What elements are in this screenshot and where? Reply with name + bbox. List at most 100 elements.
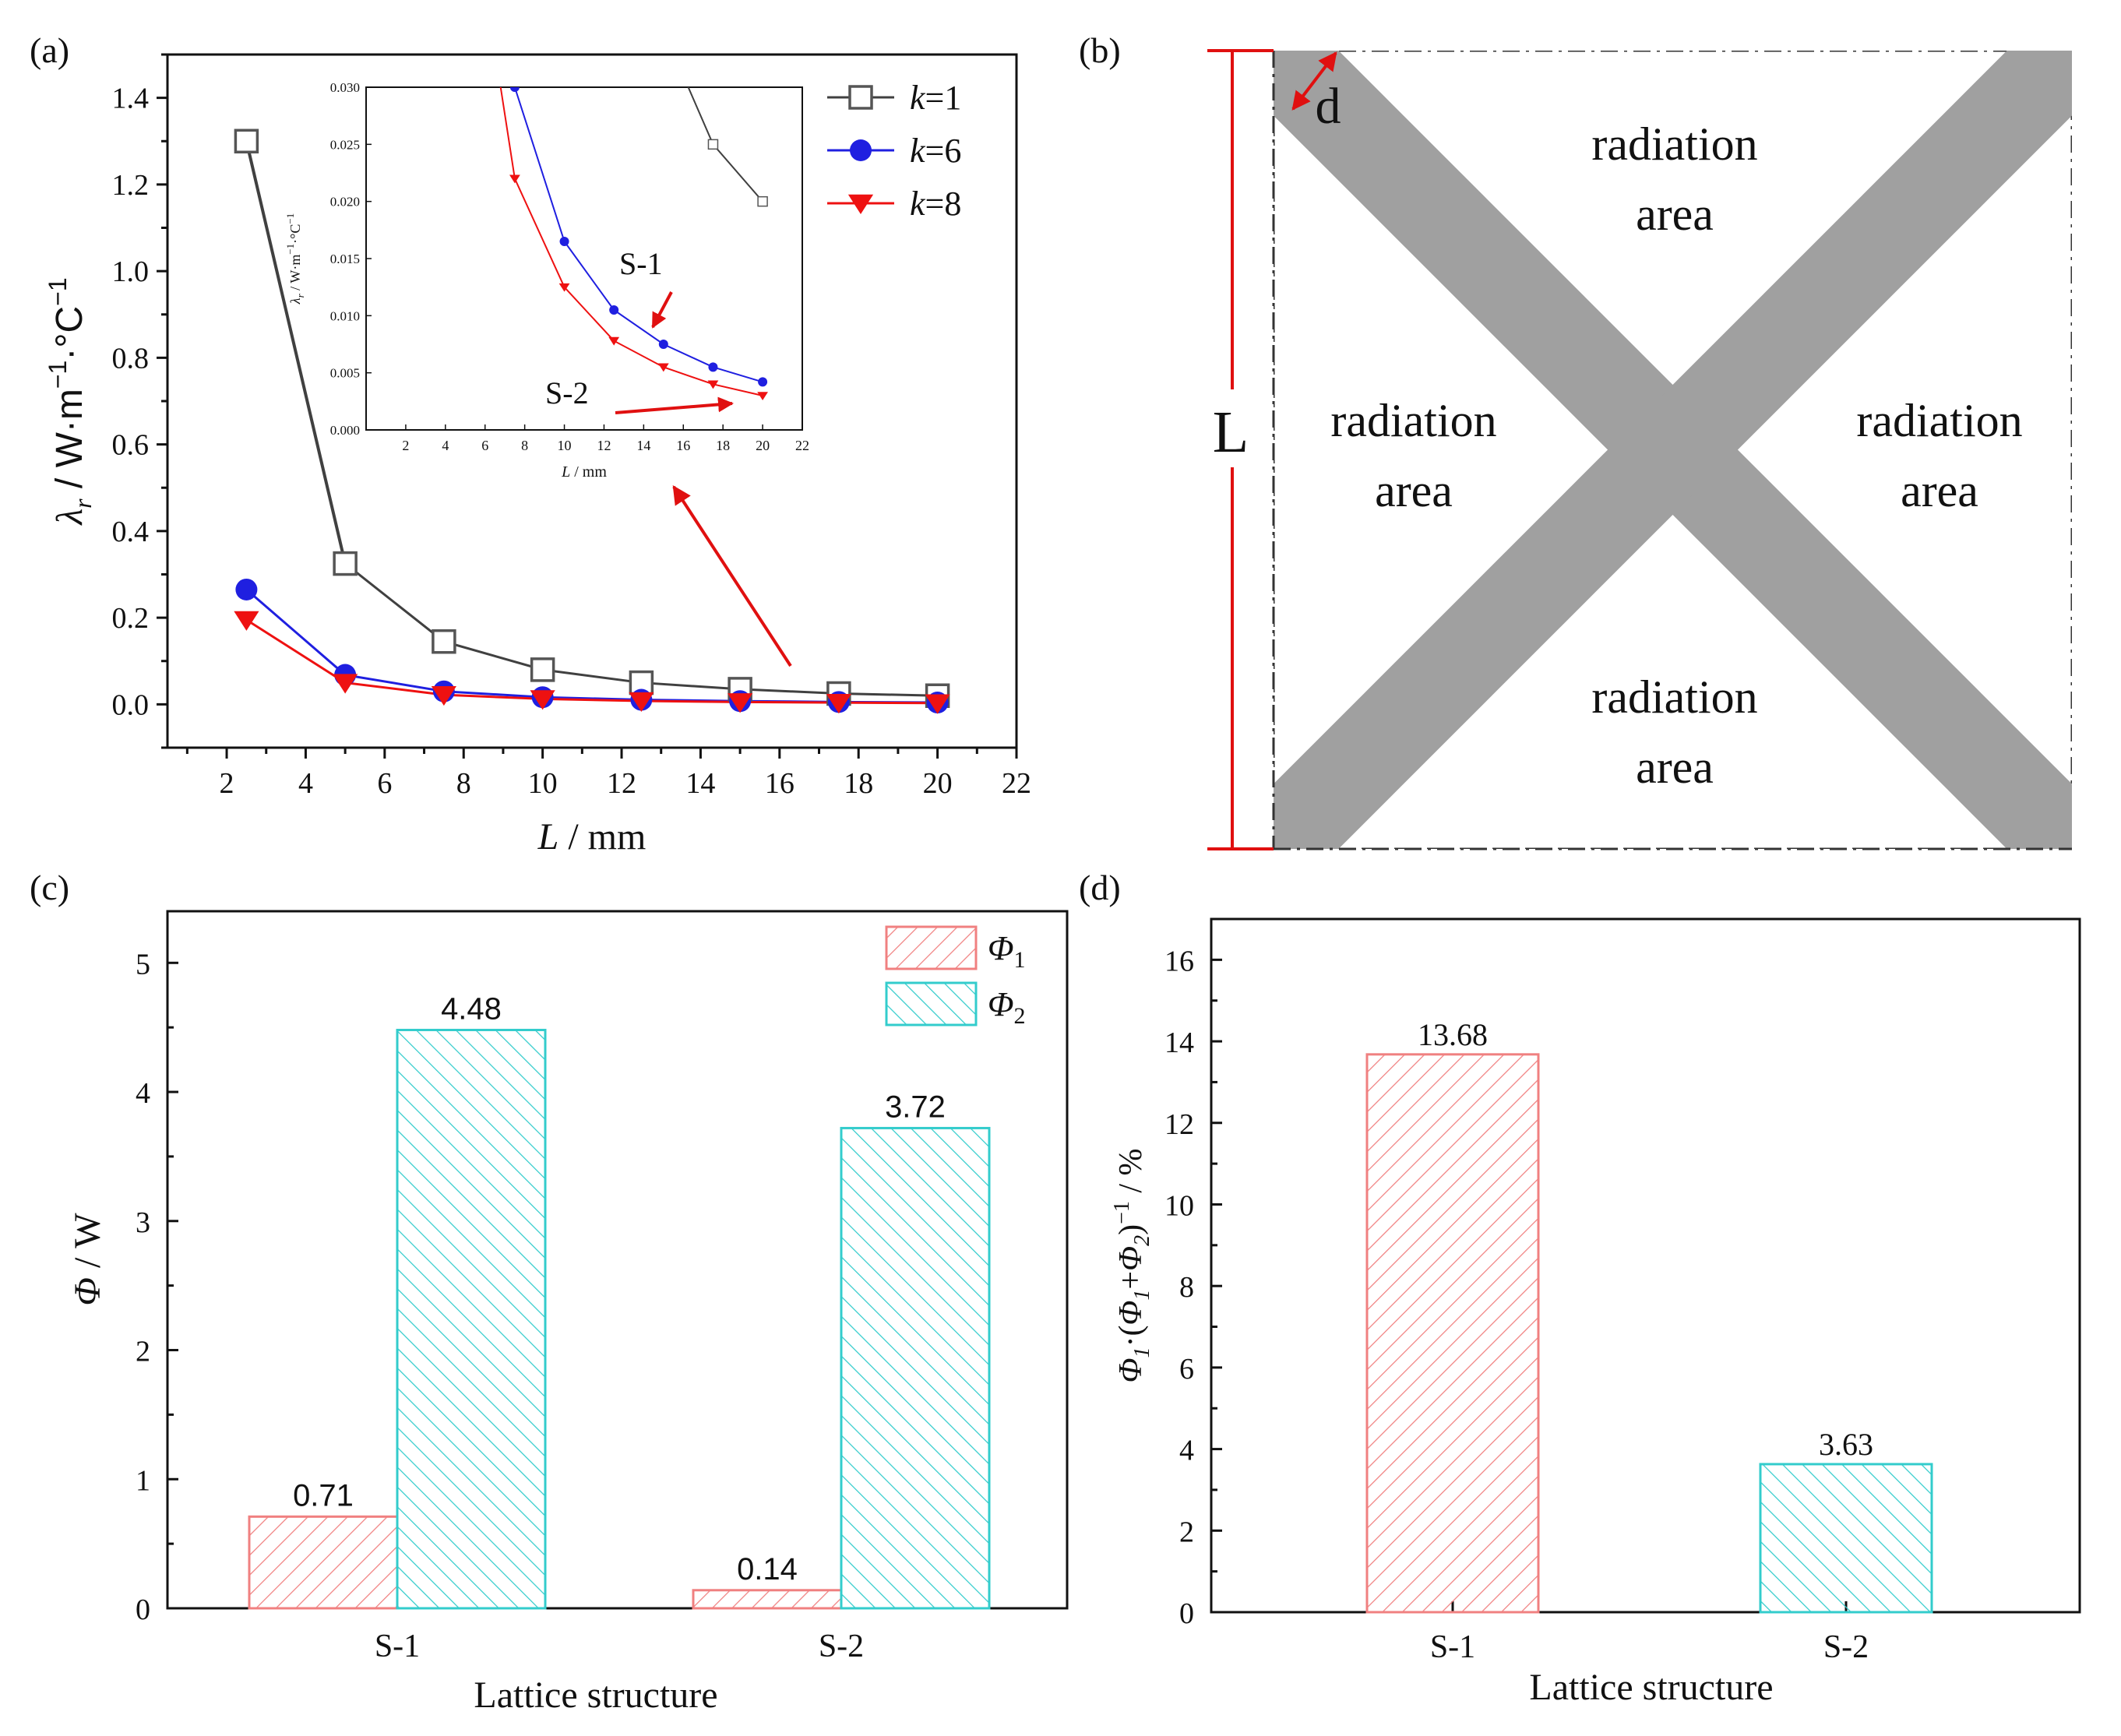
inset-data-point-k=8 xyxy=(608,336,620,346)
inset-data-point-k=6 xyxy=(758,377,768,387)
panel-c-plot-frame xyxy=(166,910,1069,1610)
inset-y-tick-label: 0.025 xyxy=(330,137,360,152)
region-top-label-2: area xyxy=(1636,188,1714,240)
y-tick-label: 2 xyxy=(136,1336,150,1368)
inset-data-point-k=8 xyxy=(757,392,768,400)
data-point-k=8 xyxy=(333,674,358,694)
data-label-Φ2: 3.72 xyxy=(885,1090,946,1124)
strut-diagonal-2 xyxy=(1241,18,2105,882)
y-tick-label: 4 xyxy=(1179,1435,1194,1467)
dimension-l-label-bg xyxy=(1211,389,1254,467)
inset-data-point-k=6 xyxy=(509,87,520,92)
data-point-k=8 xyxy=(728,693,753,713)
data-point-k=8 xyxy=(826,693,851,714)
inset-arrow-s2 xyxy=(615,396,734,414)
dimension-d-label: d xyxy=(1316,78,1341,135)
inset-y-tick-label: 0.000 xyxy=(330,423,360,438)
y-tick-label: 14 xyxy=(1164,1026,1194,1059)
inset-y-tick-label: 0.020 xyxy=(330,195,360,210)
y-tick-label: 0.0 xyxy=(112,688,150,721)
inset-clipped-group xyxy=(499,87,768,400)
panel-a-y-axis-title: λr / W·m−1·°C−1 xyxy=(44,277,97,526)
x-tick-label: 8 xyxy=(456,767,471,800)
inset-data-point-k=6 xyxy=(658,340,668,349)
data-point-k=8 xyxy=(431,685,456,706)
inset-y-tick-label: 0.005 xyxy=(330,366,360,381)
inset-y-tick-label: 0.015 xyxy=(330,252,360,266)
y-tick-label: 8 xyxy=(1179,1271,1194,1304)
inset-x-tick-label: 12 xyxy=(597,438,611,453)
inset-data-point-k=6 xyxy=(559,237,569,246)
data-label-S-1: 13.68 xyxy=(1418,1017,1488,1052)
inset-arrow-s1 xyxy=(651,291,673,329)
legend-label-k=6: k=6 xyxy=(910,132,961,170)
inset-series xyxy=(499,87,768,400)
region-left-label-1: radiation xyxy=(1330,395,1496,446)
legend-label-Φ1: Φ1 xyxy=(988,929,1026,973)
x-tick-label: S-2 xyxy=(1823,1629,1869,1665)
y-tick-label: 3 xyxy=(136,1206,150,1239)
x-tick-label: 16 xyxy=(765,767,794,800)
data-label-Φ2: 4.48 xyxy=(441,991,502,1026)
inset-ticks: 2 4 6 8 10 12 14 16 18 20 22 0.000 0.005 0.010 0.015 0.… xyxy=(330,80,809,453)
y-tick-label: 0.2 xyxy=(112,602,150,635)
inset-data-point-k=1 xyxy=(707,139,719,150)
panel-d: (d) 0 2 4 6 8 10 12 14 16 S-1 S-2 13.68 3.63 Lattic… xyxy=(1079,868,2081,1708)
bar-Φ2 xyxy=(840,1126,991,1610)
panel-b-label: (b) xyxy=(1079,30,1121,70)
inset-data-point-k=8 xyxy=(657,363,669,372)
inset-x-tick-label: 20 xyxy=(756,438,770,453)
mask-top xyxy=(1274,0,2072,51)
panel-c-x-axis-title: Lattice structure xyxy=(474,1674,717,1716)
x-tick-label: 12 xyxy=(607,767,636,800)
legend-label-k=1: k=1 xyxy=(910,79,961,117)
legend-label-k=8: k=8 xyxy=(910,185,961,223)
inset-y-axis-title: λr / W·m−1·°C−1 xyxy=(284,213,306,305)
inset-data-point-k=8 xyxy=(558,283,570,292)
y-tick-label: 1.0 xyxy=(112,255,150,288)
y-tick-label: 1.2 xyxy=(112,169,150,202)
y-tick-label: 16 xyxy=(1164,945,1194,977)
region-top-label-1: radiation xyxy=(1591,118,1757,170)
panel-d-plot-frame xyxy=(1210,917,2081,1614)
y-tick-label: 4 xyxy=(136,1077,150,1110)
legend-swatch-Φ1 xyxy=(885,925,978,970)
inset-x-tick-label: 6 xyxy=(481,438,488,453)
region-bottom-label-2: area xyxy=(1636,741,1714,793)
panel-c-label: (c) xyxy=(30,868,69,907)
panel-a-series xyxy=(234,129,950,714)
x-tick-label: 6 xyxy=(377,767,392,800)
data-point-k=1 xyxy=(432,629,456,654)
panel-d-ticks: 0 2 4 6 8 10 12 14 16 S-1 S-2 xyxy=(1164,945,1869,1665)
data-point-k=8 xyxy=(234,611,259,631)
y-tick-label: 0 xyxy=(1179,1597,1194,1630)
inset-x-tick-label: 8 xyxy=(521,438,528,453)
inset-data-point-k=6 xyxy=(708,362,718,372)
y-tick-label: 2 xyxy=(1179,1516,1194,1548)
data-point-k=8 xyxy=(925,694,950,714)
panel-d-y-axis-title: Φ1·(Φ1+Φ2)−1 / % xyxy=(1110,1148,1154,1382)
x-tick-label: 20 xyxy=(923,767,953,800)
inset-data-point-k=8 xyxy=(707,380,719,389)
inset-series-line-k=1 xyxy=(687,87,763,202)
data-label-Φ1: 0.14 xyxy=(737,1552,798,1586)
bar-Φ2 xyxy=(396,1028,547,1610)
data-point-k=8 xyxy=(629,692,654,713)
x-tick-label: 2 xyxy=(220,767,234,800)
legend-marker-k=6 xyxy=(850,139,872,161)
legend-swatch-Φ2 xyxy=(885,981,978,1026)
y-tick-label: 1 xyxy=(136,1464,150,1497)
mask-right xyxy=(2072,0,2121,896)
data-label-Φ1: 0.71 xyxy=(293,1478,354,1512)
mask-bottom xyxy=(1274,849,2072,896)
inset-series-line-k=8 xyxy=(499,87,763,396)
legend-marker-k=1 xyxy=(848,85,873,110)
panel-a-inset: 2 4 6 8 10 12 14 16 18 20 22 0.000 0.005 0.010 0.015 0.… xyxy=(284,80,809,481)
panel-a-x-axis-title: L / mm xyxy=(537,816,647,857)
panel-d-bars: 13.68 3.63 xyxy=(1365,1017,1933,1614)
y-tick-label: 0.6 xyxy=(112,429,150,462)
bar-S-1 xyxy=(1365,1053,1540,1614)
legend-marker-k=8 xyxy=(847,194,874,214)
legend-label-Φ2: Φ2 xyxy=(988,985,1026,1029)
